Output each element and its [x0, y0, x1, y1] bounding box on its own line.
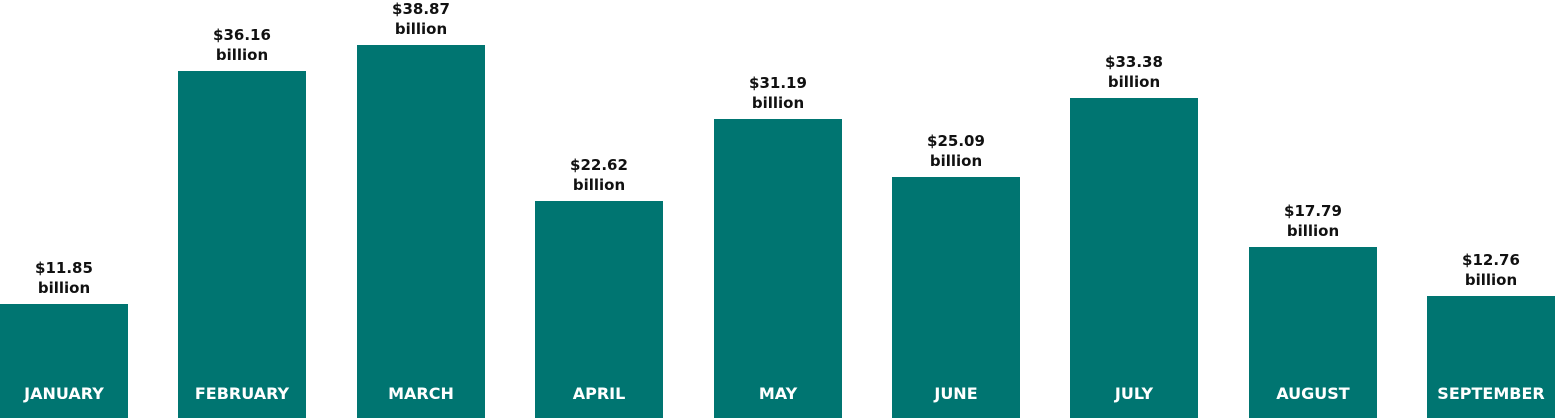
- value-label: $17.79 billion: [1284, 202, 1342, 241]
- x-tick-label: FEBRUARY: [194, 384, 290, 403]
- x-tick-label: JANUARY: [24, 384, 104, 403]
- bar: [892, 177, 1020, 418]
- bar: [1070, 97, 1198, 418]
- value-label: $38.87 billion: [392, 0, 450, 38]
- bar: [535, 200, 663, 418]
- value-label: $22.62 billion: [570, 155, 628, 194]
- x-tick-label: JULY: [1114, 384, 1154, 403]
- value-label: $31.19 billion: [749, 73, 807, 112]
- bar: [357, 44, 485, 418]
- value-label: $33.38 billion: [1105, 52, 1163, 91]
- value-label: $25.09 billion: [927, 132, 985, 171]
- value-label: $36.16 billion: [213, 25, 271, 64]
- bar: [178, 70, 306, 418]
- bar: [0, 304, 128, 418]
- x-tick-label: APRIL: [572, 384, 626, 403]
- x-tick-label: JUNE: [934, 384, 978, 403]
- value-label: $12.76 billion: [1462, 250, 1520, 289]
- bar: [1249, 247, 1377, 418]
- value-label: $11.85 billion: [35, 259, 93, 298]
- bar: [1427, 295, 1555, 418]
- x-tick-label: MAY: [758, 384, 798, 403]
- x-tick-label: MARCH: [388, 384, 454, 403]
- x-tick-label: AUGUST: [1276, 384, 1350, 403]
- x-tick-label: SEPTEMBER: [1437, 384, 1545, 403]
- bar: [714, 118, 842, 418]
